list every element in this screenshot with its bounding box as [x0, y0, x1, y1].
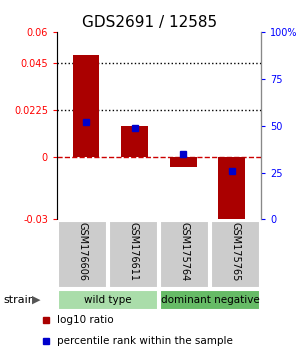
Bar	[58, 290, 158, 310]
Bar	[73, 55, 100, 157]
Bar	[58, 221, 107, 288]
Text: ▶: ▶	[32, 295, 40, 305]
Text: GSM176606: GSM176606	[77, 222, 88, 281]
Text: GDS2691 / 12585: GDS2691 / 12585	[82, 15, 218, 30]
Text: strain: strain	[3, 295, 35, 305]
Bar	[160, 290, 260, 310]
Text: GSM176611: GSM176611	[128, 222, 139, 281]
Bar	[211, 221, 260, 288]
Bar	[160, 221, 209, 288]
Text: log10 ratio: log10 ratio	[57, 315, 114, 325]
Text: dominant negative: dominant negative	[160, 295, 260, 305]
Text: percentile rank within the sample: percentile rank within the sample	[57, 336, 233, 346]
Bar	[109, 221, 158, 288]
Bar	[218, 157, 245, 226]
Text: GSM175764: GSM175764	[179, 222, 190, 281]
Text: wild type: wild type	[84, 295, 132, 305]
Text: GSM175765: GSM175765	[230, 222, 241, 282]
Bar	[170, 157, 196, 167]
Bar	[122, 126, 148, 157]
